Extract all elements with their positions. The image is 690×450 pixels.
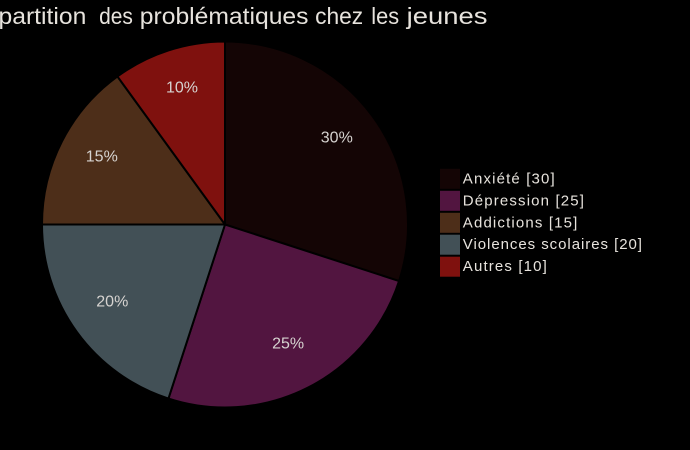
svg-text:Autres [10]: Autres [10] (463, 258, 548, 275)
svg-text:Addictions [15]: Addictions [15] (463, 214, 579, 231)
svg-text:problématiques: problématiques (140, 3, 309, 29)
svg-text:Anxiété [30]: Anxiété [30] (463, 171, 556, 188)
svg-text:Dépression [25]: Dépression [25] (463, 193, 585, 210)
svg-text:30%: 30% (321, 130, 353, 147)
svg-text:25%: 25% (272, 336, 304, 353)
svg-text:Répartition: Répartition (0, 3, 86, 29)
svg-text:10%: 10% (166, 80, 198, 97)
svg-text:des: des (99, 3, 133, 29)
svg-text:20%: 20% (96, 294, 128, 311)
svg-text:15%: 15% (86, 149, 118, 166)
svg-text:les: les (371, 3, 399, 29)
svg-text:jeunes: jeunes (406, 3, 488, 29)
svg-text:Violences scolaires [20]: Violences scolaires [20] (463, 236, 643, 253)
svg-text:chez: chez (315, 3, 363, 29)
